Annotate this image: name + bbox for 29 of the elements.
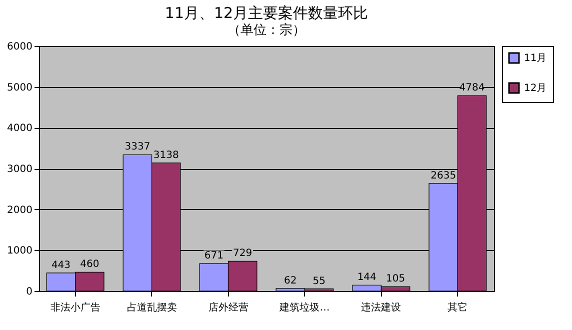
data-label: 671: [204, 250, 224, 262]
data-label: 3337: [124, 142, 150, 153]
x-tick-label: 其它: [448, 302, 468, 314]
x-tick-label: 违法建设: [361, 302, 402, 314]
chart-subtitle: （单位：宗）: [228, 22, 306, 38]
data-label: 460: [80, 259, 100, 270]
chart-title: 11月、12月主要案件数量环比: [164, 4, 368, 22]
y-tick-label: 5000: [7, 82, 32, 94]
legend-label: 11月: [524, 53, 547, 64]
data-label: 3138: [153, 150, 179, 161]
legend-label: 12月: [524, 83, 547, 94]
x-tick-label: 非法小广告: [50, 302, 100, 314]
data-label: 105: [386, 274, 406, 285]
x-tick-label: 占道乱摆卖: [126, 302, 177, 314]
data-label: 62: [284, 275, 297, 286]
y-tick-label: 0: [26, 286, 32, 298]
y-tick-label: 1000: [7, 246, 32, 257]
data-label: 144: [357, 272, 376, 284]
data-label: 4784: [459, 82, 485, 94]
y-tick-label: 6000: [7, 42, 32, 52]
data-label: 55: [312, 276, 326, 287]
y-tick-label: 4000: [7, 123, 32, 134]
x-tick-label: 店外经营: [208, 302, 248, 314]
y-tick-label: 2000: [7, 204, 32, 216]
data-label: 443: [51, 260, 71, 271]
x-tick-label: 建筑垃圾…: [278, 302, 330, 314]
data-label: 729: [233, 248, 252, 260]
data-label: 2635: [430, 170, 456, 182]
y-tick-label: 3000: [7, 164, 32, 175]
